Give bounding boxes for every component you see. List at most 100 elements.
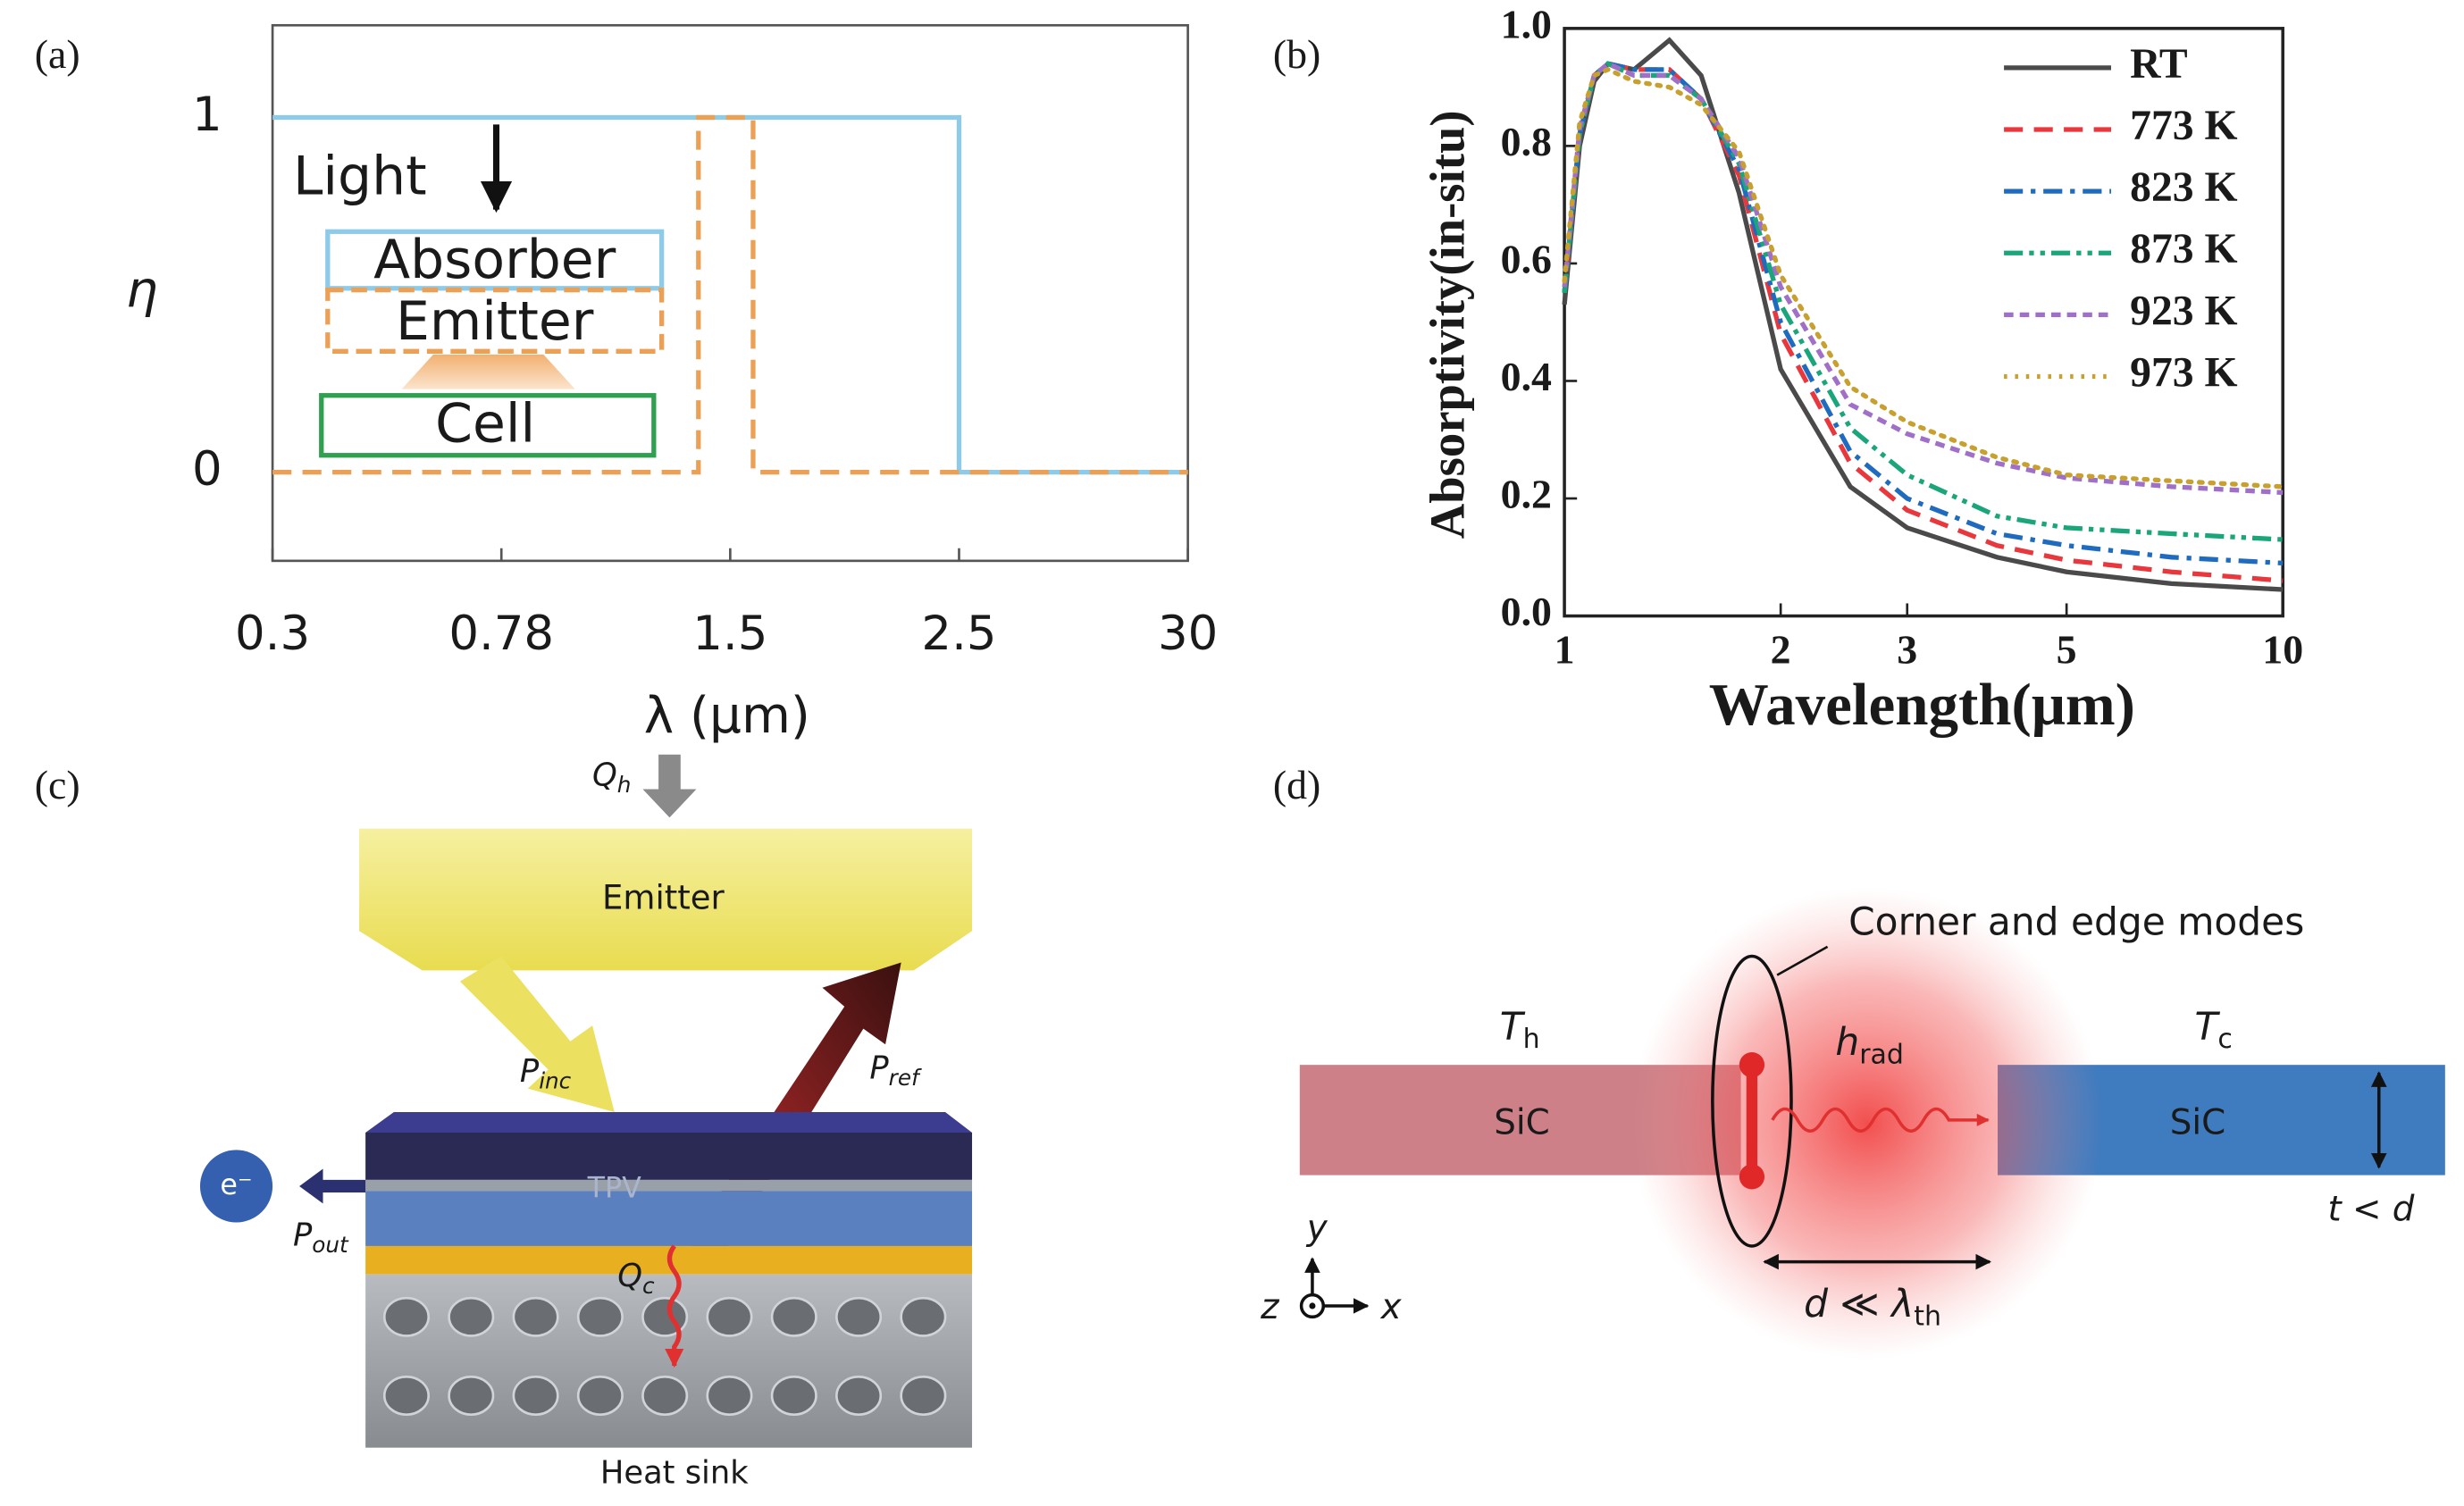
hole <box>835 1296 883 1337</box>
hole <box>770 1375 817 1416</box>
layer <box>365 1191 973 1246</box>
leader <box>1776 945 1829 976</box>
label: Heat sink <box>600 1455 749 1492</box>
emitter-block <box>359 828 973 971</box>
series-line <box>1562 66 2285 489</box>
y-tick-label: 1.0 <box>1501 1 1552 46</box>
hole <box>512 1296 559 1337</box>
x-tick-label: 10 <box>2262 626 2303 672</box>
hole <box>706 1375 753 1416</box>
hole <box>706 1296 753 1337</box>
x-tick-label: 2 <box>1771 626 1791 672</box>
hole <box>641 1375 689 1416</box>
series-line <box>1562 61 2284 496</box>
glow <box>1630 886 2104 1360</box>
hole <box>382 1375 430 1416</box>
annotation: Emitter <box>396 290 594 353</box>
annotation: Cell <box>435 393 535 456</box>
annotation: Absorber <box>373 229 616 291</box>
panel-label: (a) <box>35 31 80 77</box>
label: Pref <box>869 1050 922 1091</box>
hole <box>576 1296 624 1337</box>
x-tick-label: 1.5 <box>692 607 767 661</box>
label: Qc <box>617 1258 655 1299</box>
x-tick-label: 0.3 <box>235 607 310 661</box>
emission-cone <box>401 354 575 389</box>
hole <box>382 1296 430 1337</box>
panel-label: (c) <box>35 762 80 807</box>
corner-mode <box>1739 1164 1765 1190</box>
legend-label: 823 K <box>2130 164 2237 211</box>
label: TPV <box>587 1172 642 1204</box>
hole <box>900 1375 947 1416</box>
x-tick-label: 2.5 <box>921 607 996 661</box>
label: Qh <box>592 757 631 798</box>
layer <box>365 1179 973 1192</box>
heat-arrow <box>642 754 697 818</box>
layer <box>365 1132 973 1180</box>
label: y <box>1306 1209 1328 1249</box>
label: Pinc <box>520 1053 572 1094</box>
label: e⁻ <box>220 1169 252 1201</box>
hole <box>512 1375 559 1416</box>
label: t < d <box>2327 1190 2414 1230</box>
series-line <box>272 114 1188 475</box>
hole <box>835 1375 883 1416</box>
legend-label: 873 K <box>2130 226 2237 272</box>
annotation: Light <box>293 146 427 208</box>
legend-label: 923 K <box>2130 288 2237 334</box>
y-tick-label: 0.6 <box>1501 236 1552 281</box>
label: Emitter <box>602 878 725 916</box>
hole <box>448 1296 495 1337</box>
y-tick-label: 0.8 <box>1501 119 1552 164</box>
y-tick-label: 1 <box>192 88 222 142</box>
cell-box <box>319 393 657 458</box>
y-tick-label: 0.0 <box>1501 589 1552 634</box>
plot-frame <box>1563 27 2284 618</box>
x-axis-label: Wavelength(μm) <box>1709 672 2135 738</box>
diagram-d: Corner and edge modes Th hrad Tc SiC SiC… <box>1260 886 2445 1360</box>
label: SiC <box>2170 1103 2225 1143</box>
panel-label: (b) <box>1273 31 1320 77</box>
electron <box>199 1150 273 1223</box>
mode-ellipse <box>1711 954 1793 1248</box>
label: Tc <box>2194 1004 2232 1054</box>
x-tick-label: 0.78 <box>448 607 554 661</box>
corner-mode <box>1739 1052 1765 1078</box>
legend-label: RT <box>2130 41 2188 88</box>
diagram-c: Qh Emitter Pinc Pref TPV Heat sink e⁻ Po… <box>199 754 973 1492</box>
hole <box>448 1375 495 1416</box>
x-tick-label: 5 <box>2057 626 2077 672</box>
output-arrow <box>299 1168 366 1204</box>
label: Corner and edge modes <box>1848 900 2304 944</box>
hole <box>770 1296 817 1337</box>
radiation <box>1771 1107 1990 1133</box>
y-tick-label: 0.2 <box>1501 472 1552 517</box>
axis-origin <box>1309 1302 1316 1309</box>
x-axis-label: λ (μm) <box>644 687 810 745</box>
label: Th <box>1500 1004 1540 1054</box>
label: x <box>1380 1287 1403 1327</box>
label: Pout <box>293 1217 349 1258</box>
panel-label: (d) <box>1273 762 1320 807</box>
y-axis-label: η <box>126 262 158 320</box>
y-tick-label: 0 <box>192 442 222 497</box>
label: hrad <box>1835 1020 1904 1070</box>
y-axis-label: Absorptivity(in-situ) <box>1420 110 1474 539</box>
incident-arrow <box>459 956 615 1113</box>
label: z <box>1260 1287 1280 1327</box>
x-tick-label: 1 <box>1555 626 1575 672</box>
emitter-box <box>325 287 665 354</box>
x-tick-label: 30 <box>1158 607 1218 661</box>
label: d ≪ λth <box>1804 1281 1941 1331</box>
legend-label: 973 K <box>2130 349 2237 396</box>
hole <box>900 1296 947 1337</box>
heat-flow <box>665 1244 684 1368</box>
legend-label: 773 K <box>2130 103 2237 149</box>
layer <box>365 1112 973 1133</box>
y-tick-label: 0.4 <box>1501 354 1552 399</box>
hole <box>576 1375 624 1416</box>
x-tick-label: 3 <box>1897 626 1917 672</box>
